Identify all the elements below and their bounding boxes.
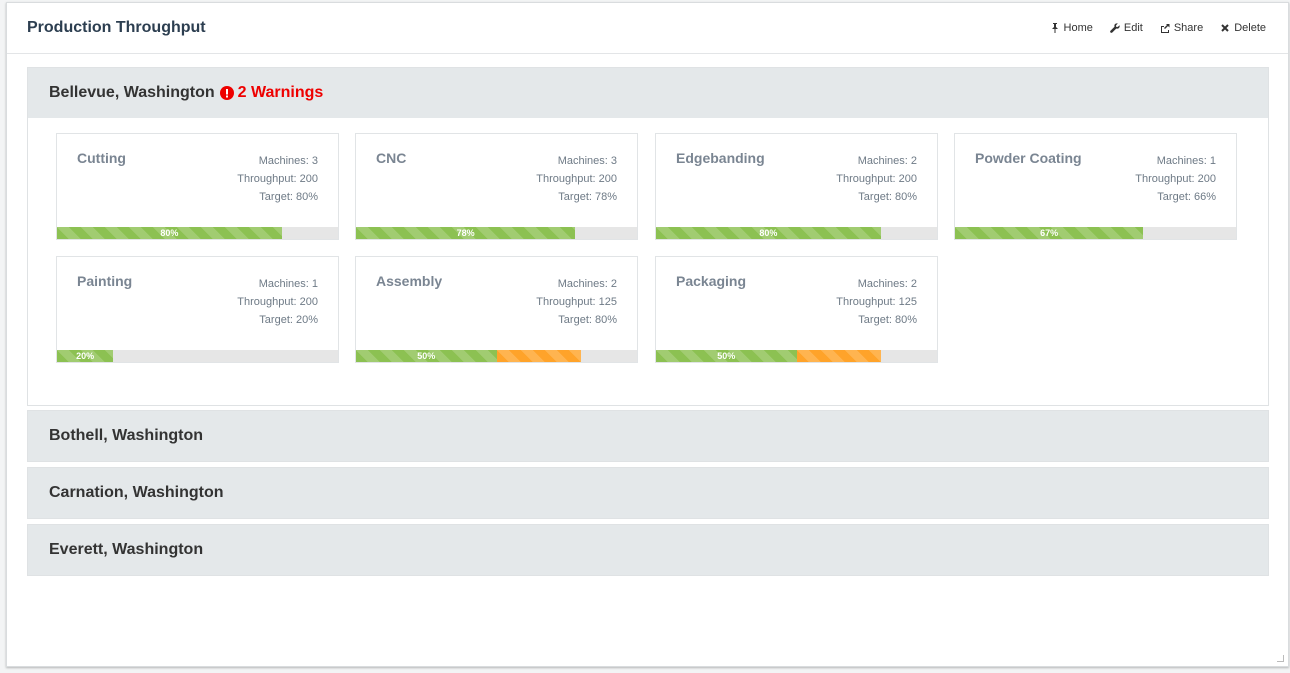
progress-green <box>656 350 797 362</box>
machines-count: Machines: 3 <box>258 155 318 167</box>
location-header-bothell[interactable]: Bothell, Washington <box>28 411 1268 461</box>
progress-bar: 67% <box>955 227 1236 239</box>
exclamation-circle-icon <box>219 86 234 100</box>
station-name: CNC <box>376 150 407 166</box>
throughput-value: Throughput: 200 <box>836 173 917 185</box>
throughput-value: Throughput: 200 <box>536 173 617 185</box>
progress-orange <box>496 350 581 362</box>
progress-bar: 20% <box>57 350 338 362</box>
station-card[interactable]: Painting Machines: 1 Throughput: 200 Target… <box>56 256 339 363</box>
warning-badge[interactable]: 2 Warnings <box>219 84 324 102</box>
station-stats: Machines: 3 Throughput: 200 Target: 80% <box>237 152 318 206</box>
station-card[interactable]: Powder Coating Machines: 1 Throughput: 200… <box>954 133 1237 240</box>
header-actions: Home Edit Share Delete <box>1050 22 1266 34</box>
progress-bar: 80% <box>57 227 338 239</box>
location-name: Carnation, Washington <box>49 484 224 501</box>
progress-green <box>57 350 114 362</box>
progress-bar: 50% <box>656 350 937 362</box>
station-name: Packaging <box>676 273 747 289</box>
edit-button[interactable]: Edit <box>1110 22 1143 34</box>
edit-label: Edit <box>1123 22 1143 34</box>
delete-label: Delete <box>1234 22 1266 34</box>
machines-count: Machines: 2 <box>857 155 917 167</box>
station-card[interactable]: Edgebanding Machines: 2 Throughput: 200 Tar… <box>655 133 938 240</box>
target-value: Target: 66% <box>1157 191 1216 203</box>
machines-count: Machines: 3 <box>557 155 617 167</box>
progress-label: 67% <box>1040 228 1059 238</box>
location-header-carnation[interactable]: Carnation, Washington <box>28 468 1268 518</box>
target-value: Target: 80% <box>858 191 917 203</box>
progress-label: 80% <box>759 228 778 238</box>
throughput-value: Throughput: 200 <box>237 296 318 308</box>
progress-green <box>356 227 576 239</box>
station-name: Painting <box>77 273 133 289</box>
progress-label: 78% <box>456 228 475 238</box>
station-stats: Machines: 1 Throughput: 200 Target: 20% <box>237 275 318 329</box>
machines-count: Machines: 2 <box>557 278 617 290</box>
station-card[interactable]: Cutting Machines: 3 Throughput: 200 Target:… <box>56 133 339 240</box>
throughput-value: Throughput: 125 <box>836 296 917 308</box>
station-stats: Machines: 1 Throughput: 200 Target: 66% <box>1135 152 1216 206</box>
warning-text: 2 Warnings <box>237 84 324 101</box>
progress-green <box>656 227 881 239</box>
target-value: Target: 80% <box>259 191 318 203</box>
throughput-value: Throughput: 200 <box>1135 173 1216 185</box>
target-value: Target: 20% <box>259 314 318 326</box>
home-button[interactable]: Home <box>1050 22 1093 34</box>
location-group-everett: Everett, Washington <box>27 524 1269 576</box>
share-label: Share <box>1173 22 1204 34</box>
progress-green <box>356 350 497 362</box>
target-value: Target: 80% <box>858 314 917 326</box>
target-value: Target: 78% <box>558 191 617 203</box>
location-name: Everett, Washington <box>49 541 204 558</box>
station-stats: Machines: 3 Throughput: 200 Target: 78% <box>536 152 617 206</box>
panel-header: Production Throughput Home Edit Share De… <box>7 3 1288 54</box>
station-name: Powder Coating <box>975 150 1082 166</box>
throughput-value: Throughput: 125 <box>536 296 617 308</box>
station-card[interactable]: Packaging Machines: 2 Throughput: 125 Targe… <box>655 256 938 363</box>
station-cards: Cutting Machines: 3 Throughput: 200 Target:… <box>28 118 1268 405</box>
station-stats: Machines: 2 Throughput: 125 Target: 80% <box>536 275 617 329</box>
machines-count: Machines: 1 <box>1156 155 1216 167</box>
share-icon <box>1160 24 1170 33</box>
machines-count: Machines: 2 <box>857 278 917 290</box>
progress-label: 80% <box>160 228 179 238</box>
station-name: Cutting <box>77 150 126 166</box>
resize-handle[interactable] <box>1277 655 1284 662</box>
station-card[interactable]: Assembly Machines: 2 Throughput: 125 Target… <box>355 256 638 363</box>
progress-bar: 78% <box>356 227 637 239</box>
target-value: Target: 80% <box>558 314 617 326</box>
location-name: Bothell, Washington <box>49 427 204 444</box>
location-group-bothell: Bothell, Washington <box>27 410 1269 462</box>
progress-bar: 50% <box>356 350 637 362</box>
progress-label: 50% <box>417 351 436 361</box>
progress-green <box>955 227 1144 239</box>
station-card[interactable]: CNC Machines: 3 Throughput: 200 Target: 78%… <box>355 133 638 240</box>
progress-green <box>57 227 282 239</box>
progress-bar: 80% <box>656 227 937 239</box>
share-button[interactable]: Share <box>1160 22 1203 34</box>
wrench-icon <box>1110 23 1120 33</box>
home-label: Home <box>1063 22 1093 34</box>
machines-count: Machines: 1 <box>258 278 318 290</box>
delete-button[interactable]: Delete <box>1220 22 1266 34</box>
location-name: Bellevue, Washington <box>49 84 215 101</box>
throughput-value: Throughput: 200 <box>237 173 318 185</box>
station-stats: Machines: 2 Throughput: 200 Target: 80% <box>836 152 917 206</box>
station-name: Edgebanding <box>676 150 765 166</box>
location-group-carnation: Carnation, Washington <box>27 467 1269 519</box>
page-title: Production Throughput <box>27 19 206 36</box>
progress-orange <box>796 350 881 362</box>
dashboard-panel: Production Throughput Home Edit Share De… <box>6 2 1289 667</box>
station-stats: Machines: 2 Throughput: 125 Target: 80% <box>836 275 917 329</box>
station-name: Assembly <box>376 273 443 289</box>
close-icon <box>1221 24 1229 32</box>
progress-label: 20% <box>76 351 95 361</box>
location-header-bellevue[interactable]: Bellevue, Washington 2 Warnings <box>28 68 1268 118</box>
progress-label: 50% <box>717 351 736 361</box>
location-header-everett[interactable]: Everett, Washington <box>28 525 1268 575</box>
location-group-bellevue: Bellevue, Washington 2 Warnings Cutting M… <box>27 67 1269 406</box>
pin-icon <box>1051 23 1058 33</box>
